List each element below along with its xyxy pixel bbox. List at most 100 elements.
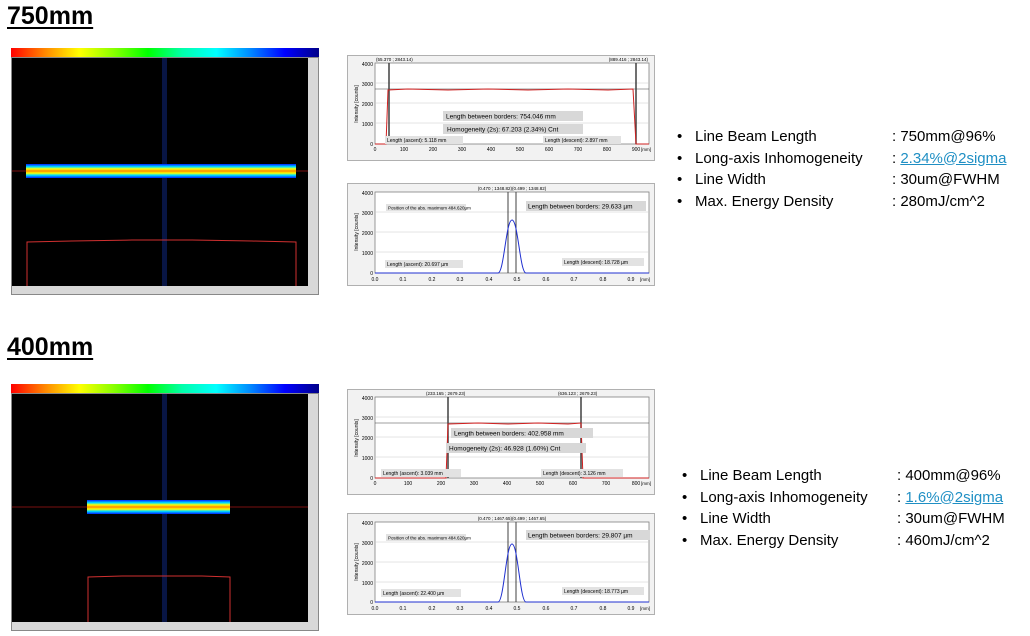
y-tick: 4000 [362, 62, 373, 68]
color-scale-bar [11, 48, 319, 57]
bullet: • [682, 510, 688, 527]
border-right-label: (889.416 ; 2843.14) [609, 57, 649, 62]
border-top-label: (0.470 ; 1348.82)(0.499 ; 1348.82) [478, 186, 547, 191]
y-tick: 1000 [362, 122, 373, 128]
bullet: • [682, 488, 688, 506]
x-tick: 900 [632, 147, 641, 153]
short-axis-profile-chart-750: 4000 3000 2000 1000 0 Intensity [counts]… [347, 183, 655, 286]
profile-trace [26, 239, 297, 286]
x-tick: 0.7 [571, 277, 578, 283]
spec-label: Line Beam Length [700, 467, 822, 484]
y-axis-label: Intensity [counts] [354, 213, 360, 251]
bullet: • [682, 531, 688, 549]
y-axis-label: Intensity [counts] [354, 543, 360, 581]
bullet: • [677, 149, 683, 167]
x-unit: [mm] [641, 481, 651, 486]
spec-value: : 750mm@96% [892, 128, 996, 145]
x-tick: 0.1 [400, 277, 407, 283]
long-axis-profile-chart-750: 4000 3000 2000 1000 0 Intensity [counts]… [347, 55, 655, 161]
x-tick: 0.5 [514, 606, 521, 612]
x-tick: 700 [574, 147, 583, 153]
length-descent: Length (descent): 18.773 µm [564, 589, 628, 595]
bullet: • [682, 467, 688, 484]
x-tick: 600 [545, 147, 554, 153]
inhomogeneity-link[interactable]: 1.6%@2sigma [905, 488, 1004, 506]
length-descent: Length (descent): 18.728 µm [564, 260, 628, 266]
section-title-750: 750mm [7, 2, 94, 30]
section-title-400: 400mm [7, 333, 94, 361]
spec-value: : 460mJ/cm^2 [897, 531, 990, 549]
y-tick: 3000 [362, 211, 373, 217]
homogeneity-label: Homogeneity (2s): 46.928 (1.60%) Cnt [449, 446, 560, 453]
beam-camera-svg [12, 394, 318, 630]
spec-label: Line Width [700, 510, 771, 527]
y-tick: 2000 [362, 436, 373, 442]
beam-line [26, 164, 296, 178]
y-tick: 4000 [362, 191, 373, 197]
length-between-borders: Length between borders: 29.633 µm [528, 204, 633, 211]
x-tick: 0.4 [486, 606, 493, 612]
bullet: • [677, 192, 683, 210]
spec-value: : [892, 149, 901, 167]
beam-camera-svg [12, 58, 318, 294]
x-tick: 0.8 [600, 606, 607, 612]
x-tick: 0 [374, 147, 377, 153]
spec-value: : 30um@FWHM [897, 510, 1005, 527]
homogeneity-label: Homogeneity (2s): 67.203 (2.34%) Cnt [447, 127, 558, 134]
spec-label: Line Width [695, 171, 766, 188]
y-tick: 3000 [362, 82, 373, 88]
spec-row-inhomogeneity: • Long-axis Inhomogeneity : 1.6%@2sigma [682, 487, 1022, 509]
spec-row-beam-length: • Line Beam Length : 400mm@96% [682, 465, 1022, 487]
x-tick: 0.8 [600, 277, 607, 283]
length-between-borders: Length between borders: 754.046 mm [446, 114, 556, 121]
x-tick: 0.0 [372, 606, 379, 612]
y-tick: 1000 [362, 456, 373, 462]
spec-row-inhomogeneity: • Long-axis Inhomogeneity : 2.34%@2sigma [677, 148, 1017, 170]
y-tick: 1000 [362, 581, 373, 587]
y-tick: 2000 [362, 102, 373, 108]
x-unit: [mm] [640, 606, 650, 611]
length-ascent: Length (ascent): 3.039 mm [383, 471, 443, 477]
y-tick: 2000 [362, 561, 373, 567]
spec-row-line-width: • Line Width : 30um@FWHM [677, 169, 1017, 191]
y-tick: 0 [370, 271, 373, 277]
spec-value: : [897, 488, 906, 506]
x-tick: 0.9 [628, 277, 635, 283]
x-tick: 300 [458, 147, 467, 153]
x-tick: 0.6 [543, 277, 550, 283]
spec-value: : 400mm@96% [897, 467, 1001, 484]
profile-line [375, 543, 649, 603]
beam-line [87, 500, 230, 514]
bullet: • [677, 128, 683, 145]
spec-label: Long-axis Inhomogeneity [695, 149, 863, 167]
inhomogeneity-link[interactable]: 2.34%@2sigma [900, 149, 1007, 167]
border-left-label: (233.165 ; 2679.23) [426, 391, 466, 396]
y-tick: 3000 [362, 416, 373, 422]
spec-label: Long-axis Inhomogeneity [700, 488, 868, 506]
beam-camera-view [11, 57, 319, 295]
length-descent: Length (descent): 3.126 mm [543, 471, 606, 477]
x-tick: 400 [503, 481, 512, 487]
bullet: • [677, 171, 683, 188]
length-ascent: Length (ascent): 5.118 mm [387, 138, 446, 144]
x-tick: 400 [487, 147, 496, 153]
beam-image-750 [11, 48, 319, 295]
y-tick: 1000 [362, 251, 373, 257]
x-tick: 0.6 [543, 606, 550, 612]
x-tick: 600 [569, 481, 578, 487]
spec-row-energy-density: • Max. Energy Density : 460mJ/cm^2 [682, 530, 1022, 552]
y-tick: 4000 [362, 396, 373, 402]
y-tick: 3000 [362, 541, 373, 547]
spec-label: Line Beam Length [695, 128, 817, 145]
y-axis-label: Intensity [counts] [354, 85, 360, 123]
x-unit: [mm] [641, 147, 651, 152]
spec-list-400: • Line Beam Length : 400mm@96% • Long-ax… [682, 465, 1022, 551]
profile-trace [87, 575, 231, 622]
x-tick: 0 [374, 481, 377, 487]
spec-value: : 30um@FWHM [892, 171, 1000, 188]
x-tick: 0.2 [429, 277, 436, 283]
length-ascent: Length (ascent): 20.697 µm [387, 262, 448, 268]
x-tick: 0.5 [514, 277, 521, 283]
profile-line [375, 219, 649, 274]
spec-row-line-width: • Line Width : 30um@FWHM [682, 508, 1022, 530]
